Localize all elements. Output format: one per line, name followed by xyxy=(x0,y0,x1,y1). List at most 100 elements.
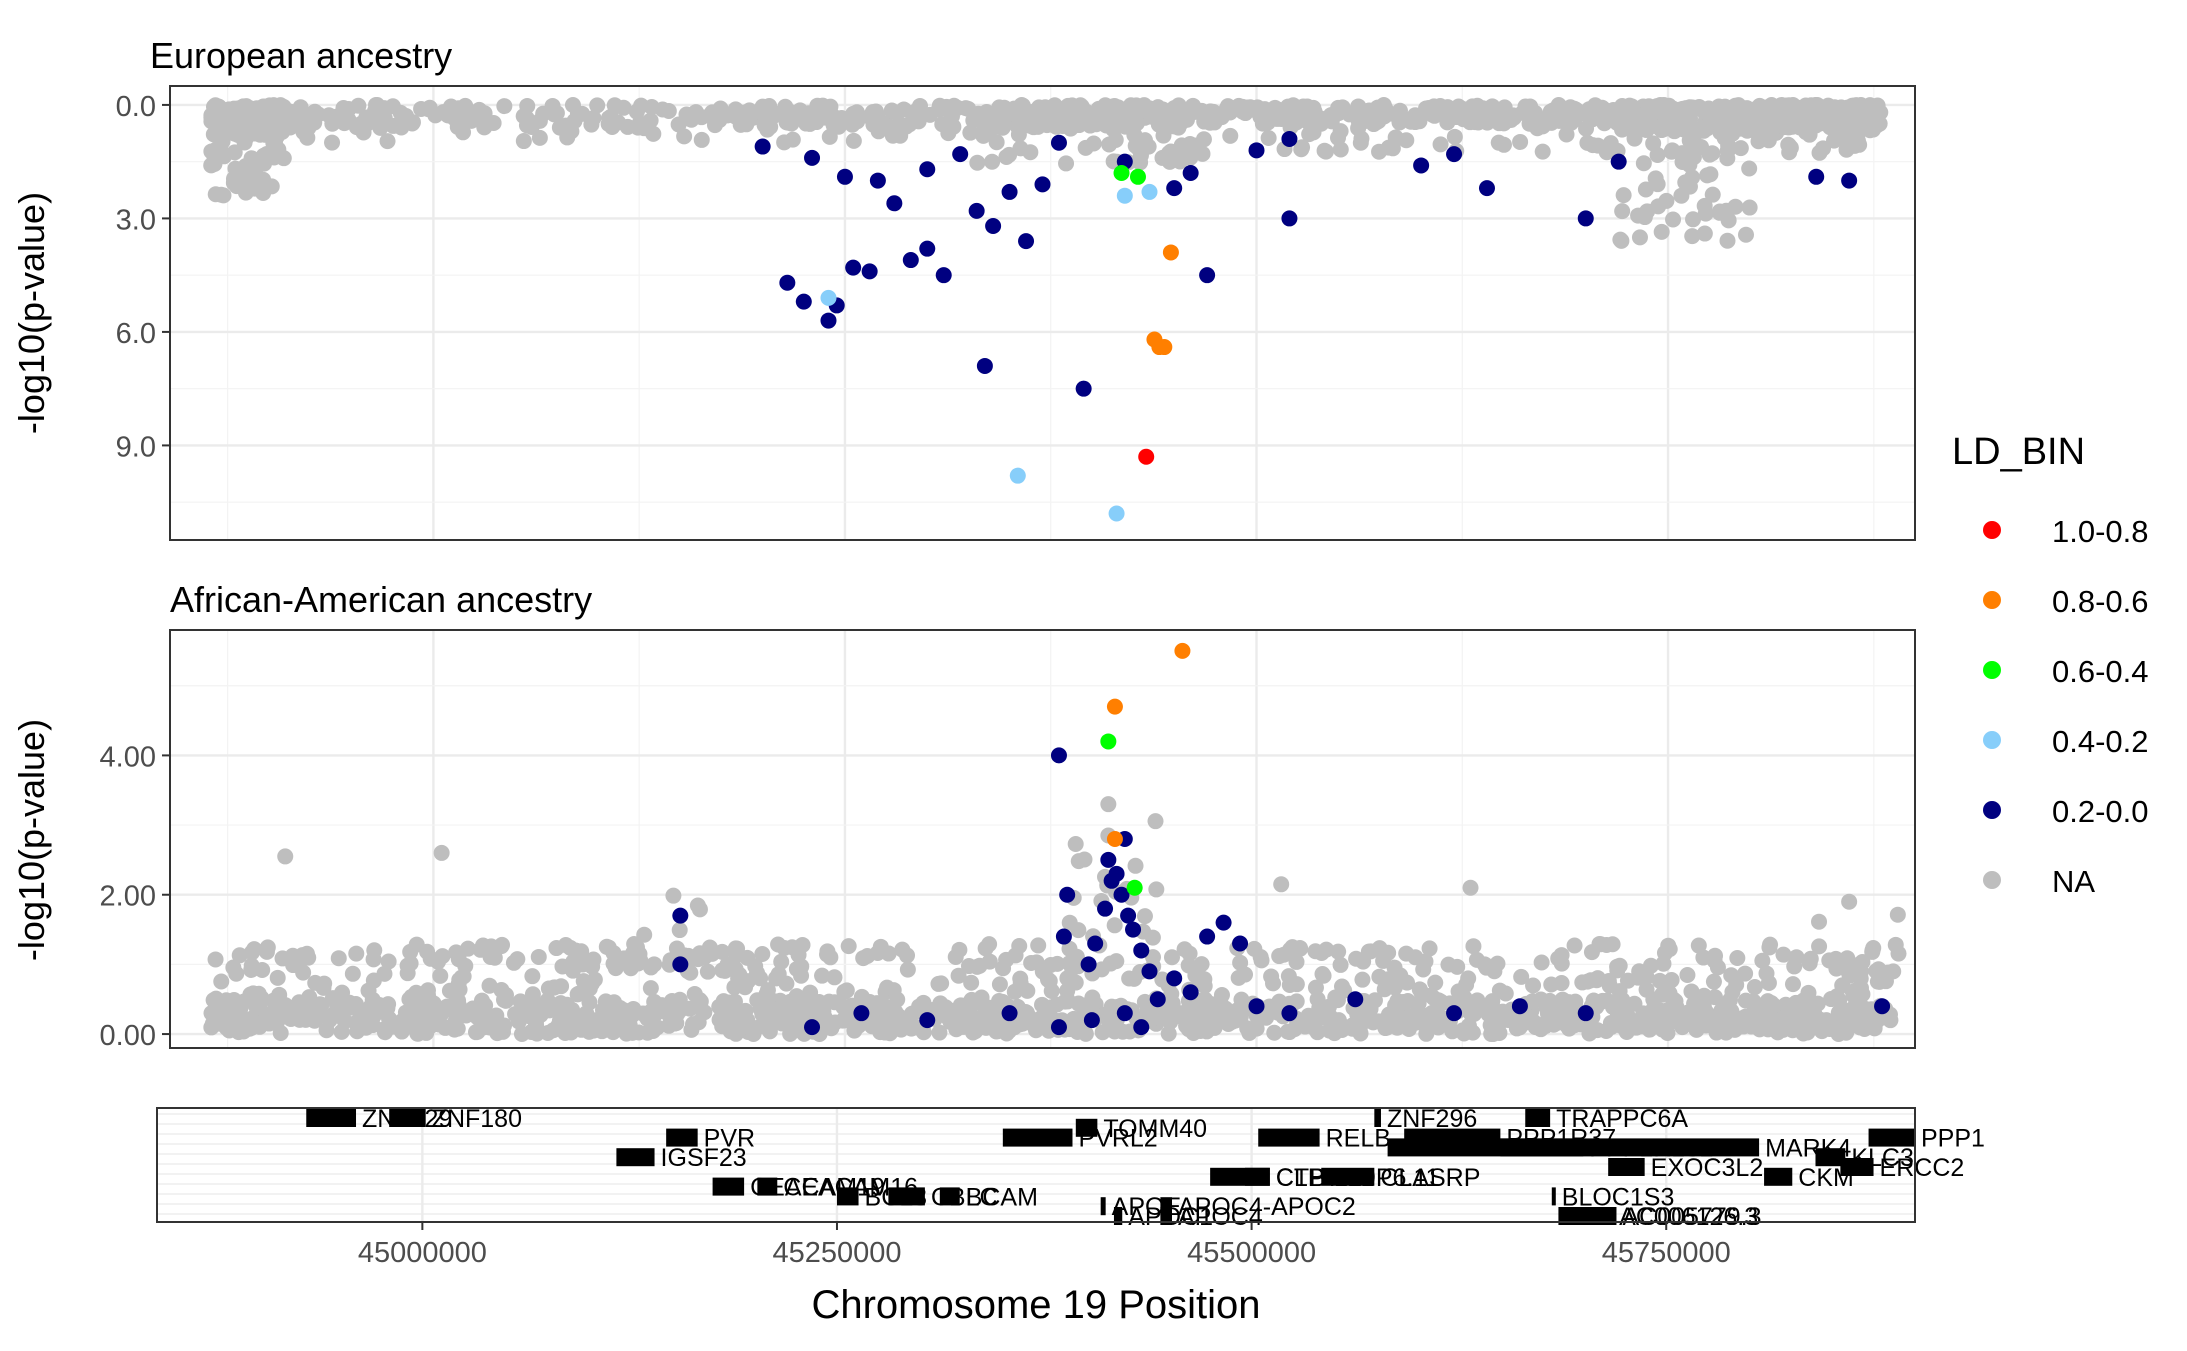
point-na xyxy=(1737,226,1754,243)
point-0.2-0.0 xyxy=(1001,183,1018,200)
point-na xyxy=(1047,113,1064,130)
point-na xyxy=(950,967,967,984)
point-na xyxy=(1070,853,1087,870)
point-0.2-0.0 xyxy=(1055,928,1072,945)
plot-border-african-american xyxy=(169,629,1916,1049)
legend-label: 0.4-0.2 xyxy=(2052,724,2149,759)
point-na xyxy=(1566,937,1583,954)
point-na xyxy=(1502,112,1519,129)
point-na xyxy=(518,117,535,134)
point-na xyxy=(1193,956,1210,973)
point-na xyxy=(243,957,260,974)
point-na xyxy=(1697,205,1714,222)
point-na xyxy=(1684,228,1701,245)
point-na xyxy=(947,949,964,966)
legend-key xyxy=(1983,731,2001,749)
x-tick-label: 45750000 xyxy=(1602,1237,1731,1269)
point-na xyxy=(1407,107,1424,124)
point-na xyxy=(683,1021,700,1038)
point-0.2-0.0 xyxy=(919,1012,936,1029)
point-0.2-0.0 xyxy=(820,312,837,329)
point-na xyxy=(1464,98,1481,115)
point-na xyxy=(759,982,776,999)
point-na xyxy=(845,132,862,149)
point-na xyxy=(665,887,682,904)
point-na xyxy=(1626,130,1643,147)
point-na xyxy=(1698,1013,1715,1030)
point-na xyxy=(969,154,986,171)
point-0.2-0.0 xyxy=(804,149,821,166)
point-na xyxy=(237,127,254,144)
point-na xyxy=(432,967,449,984)
point-na xyxy=(1845,1002,1862,1019)
point-na xyxy=(878,979,895,996)
point-na xyxy=(1523,110,1540,127)
point-na xyxy=(546,1000,563,1017)
point-na xyxy=(1737,965,1754,982)
point-na xyxy=(1237,966,1254,983)
point-na xyxy=(1114,1023,1131,1040)
point-na xyxy=(1558,126,1575,143)
point-0.2-0.0 xyxy=(1841,172,1858,189)
gene-bar-CEACAM19 xyxy=(712,1177,745,1196)
point-na xyxy=(1030,937,1047,954)
point-na xyxy=(1423,987,1440,1004)
gene-bar-BCL3 xyxy=(836,1187,859,1206)
point-na xyxy=(984,153,1001,170)
point-na xyxy=(1176,941,1193,958)
point-na xyxy=(745,1026,762,1043)
gene-bar-EXOC3L2 xyxy=(1608,1158,1645,1176)
point-na xyxy=(1800,984,1817,1001)
point-na xyxy=(1852,1019,1869,1036)
point-na xyxy=(877,1024,894,1041)
point-na xyxy=(376,1024,393,1041)
point-na xyxy=(1010,126,1027,143)
point-0.2-0.0 xyxy=(1874,998,1891,1015)
point-na xyxy=(897,1016,914,1033)
point-na xyxy=(211,997,228,1014)
point-na xyxy=(1821,112,1838,129)
point-na xyxy=(1265,975,1282,992)
point-na xyxy=(1049,955,1066,972)
point-na xyxy=(1180,957,1197,974)
point-na xyxy=(727,940,744,957)
points-african-american xyxy=(203,642,1907,1043)
point-na xyxy=(1284,939,1301,956)
point-na xyxy=(428,1009,445,1026)
point-na xyxy=(240,114,257,131)
point-na xyxy=(840,938,857,955)
legend-key xyxy=(1983,661,2001,679)
point-na xyxy=(1589,1022,1606,1039)
point-na xyxy=(1309,991,1326,1008)
point-na xyxy=(1097,1006,1114,1023)
point-0.2-0.0 xyxy=(1182,984,1199,1001)
point-na xyxy=(1300,1007,1317,1024)
point-na xyxy=(1192,971,1209,988)
point-na xyxy=(1354,971,1371,988)
point-na xyxy=(1550,950,1567,967)
point-na xyxy=(1533,954,1550,971)
point-na xyxy=(570,985,587,1002)
legend-label: 0.2-0.0 xyxy=(2052,794,2149,829)
point-na xyxy=(1391,102,1408,119)
gene-bars: ZNF229ZNF180ZNF296TRAPPC6ATOMM40PVRL2REL… xyxy=(306,1105,1985,1231)
point-na xyxy=(776,940,793,957)
point-na xyxy=(649,1019,666,1036)
point-na xyxy=(765,107,782,124)
point-0.2-0.0 xyxy=(1215,914,1232,931)
point-na xyxy=(1651,972,1668,989)
gene-bar-CEACAM16 xyxy=(757,1177,778,1196)
point-na xyxy=(943,108,960,125)
point-na xyxy=(981,953,998,970)
point-0.2-0.0 xyxy=(1080,956,1097,973)
point-na xyxy=(1841,893,1858,910)
point-na xyxy=(1677,174,1694,191)
point-na xyxy=(1253,952,1270,969)
point-na xyxy=(1318,1010,1335,1027)
point-na xyxy=(294,947,311,964)
point-na xyxy=(1108,953,1125,970)
point-na xyxy=(546,979,563,996)
point-na xyxy=(1665,211,1682,228)
point-na xyxy=(557,117,574,134)
point-na xyxy=(1760,132,1777,149)
